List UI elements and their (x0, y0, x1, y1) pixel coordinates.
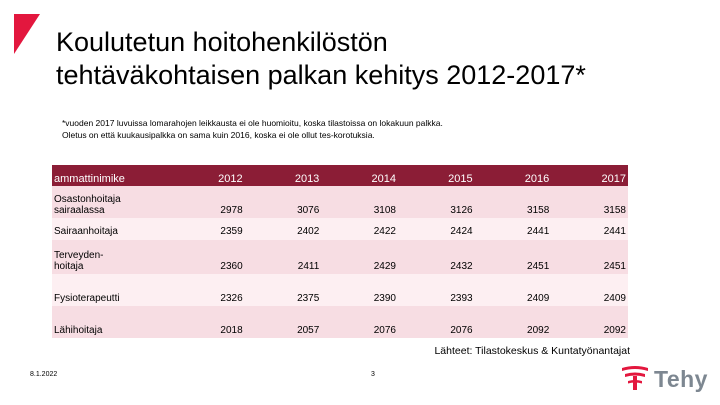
footnote-line: *vuoden 2017 luvuissa lomarahojen leikka… (62, 118, 443, 128)
column-header: 2017 (551, 165, 628, 186)
column-header: ammattinimike (52, 165, 168, 186)
table-cell: 2390 (373, 293, 396, 304)
row-label: Osastonhoitaja sairaalassa (54, 194, 121, 216)
table-cell: 2076 (450, 325, 473, 336)
table-cell: 2978 (220, 205, 243, 216)
column-header: 2013 (244, 165, 322, 186)
table-cell: 2409 (603, 293, 626, 304)
table-cell: 2451 (603, 261, 626, 272)
table-cell: 2424 (450, 226, 473, 237)
table-cell: 3158 (603, 205, 626, 216)
table-cell: 2326 (220, 293, 243, 304)
footer-date: 8.1.2022 (30, 371, 58, 378)
table-cell: 3158 (527, 205, 550, 216)
table-cell: 2432 (450, 261, 473, 272)
table-cell: 2411 (297, 261, 320, 272)
table-row: Terveyden-hoitaja 2360 2411 2429 2432 24… (52, 240, 628, 274)
table-cell: 2359 (220, 226, 243, 237)
corner-accent-icon (14, 14, 40, 54)
title-line: Koulutetun hoitohenkilöstön (56, 27, 388, 57)
table-cell: 2092 (527, 325, 550, 336)
table-cell: 2076 (373, 325, 396, 336)
footnote: *vuoden 2017 luvuissa lomarahojen leikka… (62, 117, 622, 141)
table-cell: 2092 (603, 325, 626, 336)
table-cell: 3126 (450, 205, 473, 216)
row-label: Lähihoitaja (54, 325, 103, 336)
table-row: Osastonhoitaja sairaalassa 2978 3076 3108… (52, 186, 628, 218)
table-cell: 2429 (373, 261, 396, 272)
row-label: Fysioterapeutti (54, 293, 120, 304)
page-number: 3 (371, 371, 375, 378)
logo-text: Tehy (654, 366, 708, 392)
column-header: 2015 (397, 165, 475, 186)
slide-title: Koulutetun hoitohenkilöstön tehtäväkohta… (56, 26, 696, 92)
salary-table: ammattinimike 2012 2013 2014 2015 2016 2… (52, 165, 628, 338)
column-header: 2012 (168, 165, 245, 186)
table-cell: 2441 (527, 226, 550, 237)
sources-note: Lähteet: Tilastokeskus & Kuntatyönantaja… (434, 345, 630, 357)
table-row: Lähihoitaja 2018 2057 2076 2076 2092 209… (52, 306, 628, 338)
table-cell: 2422 (373, 226, 396, 237)
footnote-line: Oletus on että kuukausipalkka on sama ku… (62, 130, 375, 140)
table-row: Fysioterapeutti 2326 2375 2390 2393 2409… (52, 274, 628, 306)
table-cell: 2441 (603, 226, 626, 237)
table-row: Sairaanhoitaja 2359 2402 2422 2424 2441 … (52, 218, 628, 240)
table-cell: 2057 (297, 325, 320, 336)
table-cell: 2393 (450, 293, 473, 304)
table-cell: 3108 (373, 205, 396, 216)
row-label: Sairaanhoitaja (54, 226, 118, 237)
table-cell: 2375 (297, 293, 320, 304)
column-header: 2016 (474, 165, 552, 186)
table-cell: 2451 (527, 261, 550, 272)
table-cell: 2018 (220, 325, 243, 336)
tehy-logo-icon (622, 366, 648, 390)
table-cell: 2360 (220, 261, 243, 272)
table-cell: 2402 (297, 226, 320, 237)
table-header-row: ammattinimike 2012 2013 2014 2015 2016 2… (52, 165, 628, 186)
title-line: tehtäväkohtaisen palkan kehitys 2012-201… (56, 60, 586, 90)
table-cell: 3076 (297, 205, 320, 216)
row-label: Terveyden-hoitaja (54, 250, 104, 272)
table-cell: 2409 (527, 293, 550, 304)
tehy-logo: Tehy (620, 362, 710, 394)
column-header: 2014 (321, 165, 398, 186)
